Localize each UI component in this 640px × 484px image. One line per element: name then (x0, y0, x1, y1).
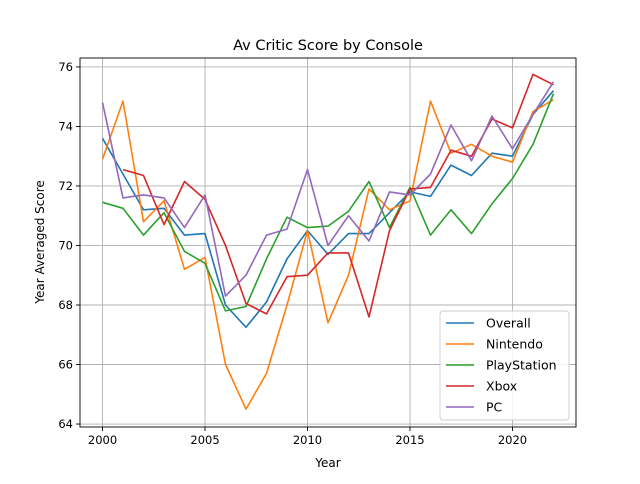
legend: Overall Nintendo PlayStation Xbox PC (439, 310, 570, 421)
series-line-playstation (102, 93, 555, 312)
y-axis-label: Year Averaged Score (33, 180, 47, 305)
y-tick-label: 74 (58, 119, 73, 133)
x-axis-label: Year (314, 456, 340, 470)
x-tick-label: 2005 (190, 433, 219, 447)
x-tick-label: 2000 (88, 433, 117, 447)
y-tick-label: 68 (58, 298, 73, 312)
y-tick-label: 64 (58, 417, 73, 431)
y-tick-label: 76 (58, 60, 73, 74)
legend-label: PC (486, 400, 503, 415)
legend-label: Nintendo (486, 337, 543, 352)
series-line-xbox (122, 73, 554, 318)
x-tick-label: 2015 (395, 433, 424, 447)
series-line-nintendo (101, 99, 554, 410)
series-lines (101, 73, 555, 410)
x-tick-label: 2010 (293, 433, 322, 447)
y-tick-label: 66 (58, 358, 73, 372)
y-tick-label: 70 (58, 238, 73, 252)
axis-ticks: 2000 2005 2010 2015 2020 64 66 68 70 72 74 76 (58, 60, 527, 447)
y-tick-label: 72 (58, 179, 73, 193)
legend-label: Overall (486, 316, 531, 331)
legend-label: Xbox (486, 379, 517, 394)
series-line-pc (101, 81, 555, 297)
plot-frame (79, 57, 577, 428)
legend-box (439, 310, 570, 421)
chart-title: Av Critic Score by Console (233, 38, 423, 54)
series-line-overall (101, 90, 555, 329)
x-tick-label: 2020 (498, 433, 527, 447)
legend-label: PlayStation (486, 358, 557, 373)
